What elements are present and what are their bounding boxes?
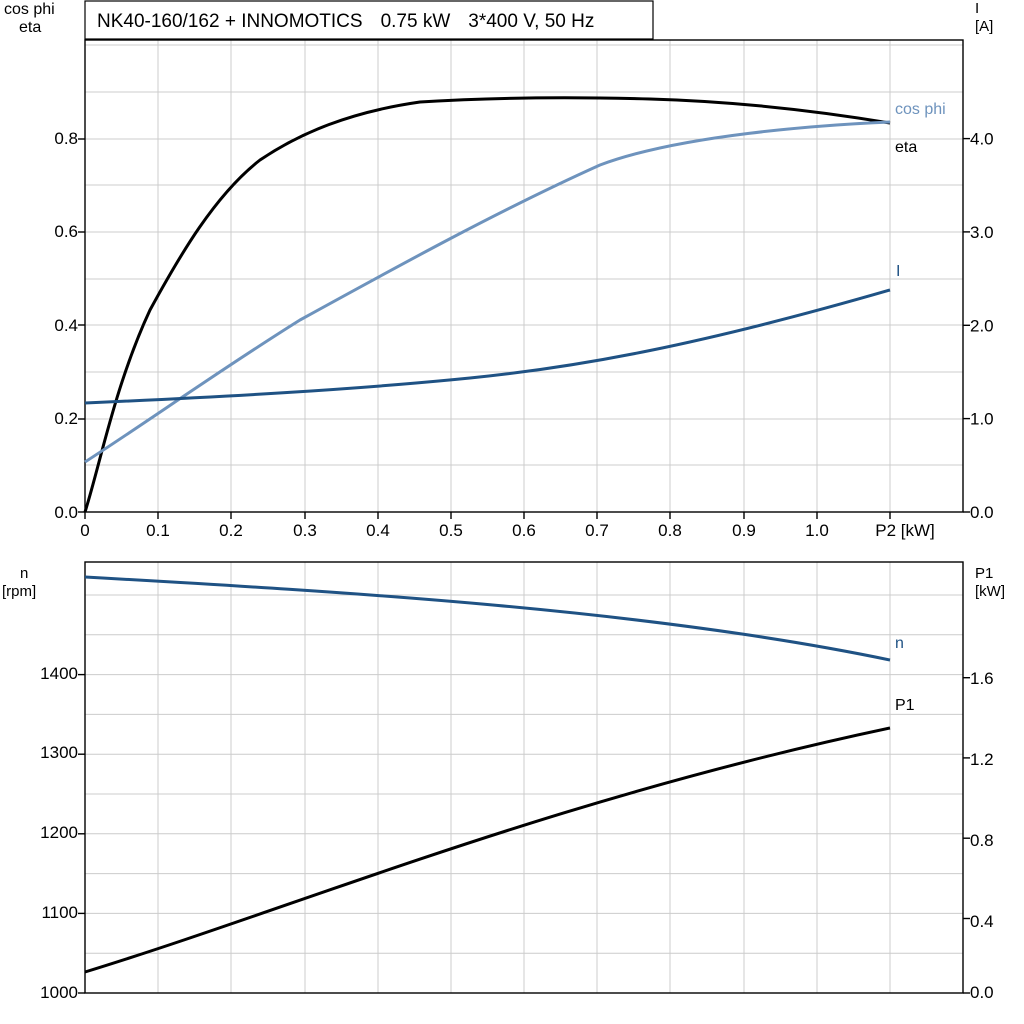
- svg-text:eta: eta: [19, 19, 41, 36]
- svg-text:0.2: 0.2: [54, 409, 78, 428]
- svg-text:1.0: 1.0: [970, 410, 994, 429]
- svg-text:[kW]: [kW]: [975, 583, 1005, 600]
- svg-text:0.4: 0.4: [366, 521, 390, 540]
- svg-text:eta: eta: [895, 139, 917, 156]
- svg-text:2.0: 2.0: [970, 316, 994, 335]
- svg-text:0.5: 0.5: [439, 521, 463, 540]
- svg-text:0.8: 0.8: [658, 521, 682, 540]
- svg-text:0.4: 0.4: [970, 912, 994, 931]
- svg-text:1.6: 1.6: [970, 669, 994, 688]
- svg-text:1200: 1200: [40, 823, 78, 842]
- svg-text:0.9: 0.9: [732, 521, 756, 540]
- svg-text:I: I: [896, 263, 900, 280]
- svg-text:1300: 1300: [40, 743, 78, 762]
- svg-text:1000: 1000: [40, 983, 78, 1002]
- svg-text:0.3: 0.3: [293, 521, 317, 540]
- svg-text:0: 0: [80, 521, 89, 540]
- svg-text:0.8: 0.8: [54, 129, 78, 148]
- svg-text:0.6: 0.6: [54, 222, 78, 241]
- svg-text:0.0: 0.0: [970, 503, 994, 522]
- svg-text:1400: 1400: [40, 664, 78, 683]
- svg-text:cos phi: cos phi: [4, 1, 55, 18]
- svg-text:1.0: 1.0: [805, 521, 829, 540]
- svg-text:0.7: 0.7: [585, 521, 609, 540]
- svg-text:[A]: [A]: [975, 18, 993, 35]
- svg-text:n: n: [20, 565, 28, 582]
- svg-text:0.8: 0.8: [970, 831, 994, 850]
- svg-text:0.4: 0.4: [54, 316, 78, 335]
- svg-text:0.6: 0.6: [512, 521, 536, 540]
- svg-text:[rpm]: [rpm]: [2, 583, 36, 600]
- svg-text:cos phi: cos phi: [895, 101, 946, 118]
- svg-text:1100: 1100: [41, 903, 78, 922]
- svg-text:P1: P1: [975, 565, 993, 582]
- svg-text:P2 [kW]: P2 [kW]: [875, 521, 935, 540]
- svg-text:n: n: [895, 635, 904, 652]
- svg-text:4.0: 4.0: [970, 130, 994, 149]
- svg-text:0.0: 0.0: [54, 503, 78, 522]
- svg-text:3.0: 3.0: [970, 223, 994, 242]
- svg-text:0.0: 0.0: [970, 983, 994, 1002]
- svg-text:I: I: [975, 0, 979, 17]
- svg-text:0.2: 0.2: [219, 521, 243, 540]
- svg-text:P1: P1: [895, 697, 915, 714]
- svg-text:0.1: 0.1: [146, 521, 170, 540]
- svg-text:1.2: 1.2: [970, 750, 994, 769]
